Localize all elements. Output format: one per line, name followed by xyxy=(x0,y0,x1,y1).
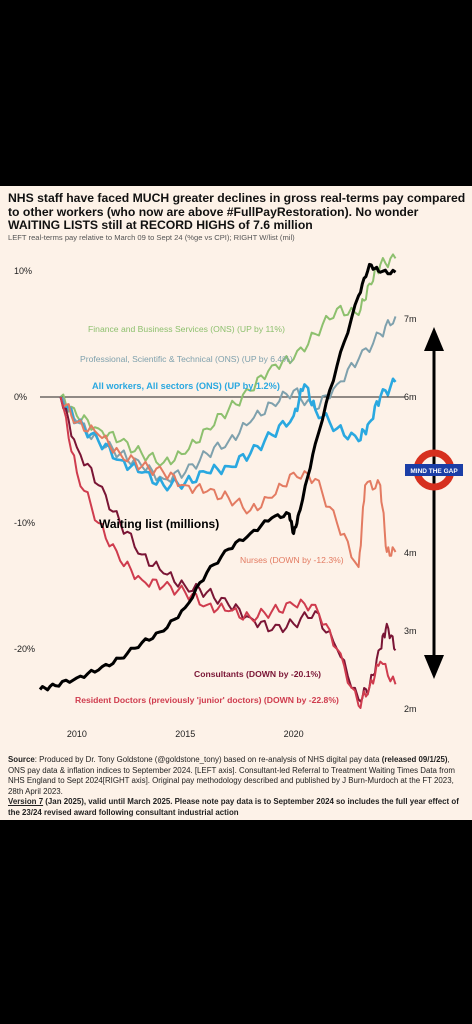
y-left-tick-label: 10% xyxy=(14,266,32,276)
release-date: (released 09/1/25) xyxy=(381,755,448,764)
gap-arrow-down-head xyxy=(424,655,444,679)
series-line-waiting xyxy=(38,262,397,692)
series-label-consultants: Consultants (DOWN by -20.1%) xyxy=(194,669,321,679)
y-right-tick-label: 4m xyxy=(404,548,417,558)
series-line-all_workers xyxy=(59,377,397,492)
source-label: Source xyxy=(8,755,35,764)
series-label-nurses: Nurses (DOWN by -12.3%) xyxy=(240,555,344,565)
version-note: (Jan 2025), valid until March 2025. Plea… xyxy=(8,797,459,817)
series-line-nurses xyxy=(59,396,397,569)
y-left-tick-label: -20% xyxy=(14,644,35,654)
mind-the-gap-roundel: MIND THE GAP xyxy=(405,449,463,491)
y-right-tick-label: 2m xyxy=(404,704,417,714)
y-left-tick-label: 0% xyxy=(14,392,27,402)
series-line-finance xyxy=(59,253,397,467)
y-left-tick-label: -10% xyxy=(14,518,35,528)
source-footer: Source: Produced by Dr. Tony Goldstone (… xyxy=(8,755,466,819)
series-label-finance: Finance and Business Services (ONS) (UP … xyxy=(88,324,285,334)
series-label-professional: Professional, Scientific & Technical (ON… xyxy=(80,354,293,364)
series-label-resident: Resident Doctors (previously 'junior' do… xyxy=(75,695,339,705)
y-right-tick-label: 7m xyxy=(404,314,417,324)
x-tick-label: 2010 xyxy=(67,729,87,739)
series-label-all_workers: All workers, All sectors (ONS) (UP by 1.… xyxy=(92,381,280,391)
series-label-waiting: Waiting list (millions) xyxy=(99,517,219,531)
y-right-tick-label: 3m xyxy=(404,626,417,636)
version-label: Version 7 xyxy=(8,797,44,807)
source-text: : Produced by Dr. Tony Goldstone (@golds… xyxy=(34,755,382,764)
series-line-resident xyxy=(59,396,397,709)
x-tick-label: 2020 xyxy=(284,729,304,739)
mind-the-gap-text: MIND THE GAP xyxy=(410,468,458,475)
x-tick-label: 2015 xyxy=(175,729,195,739)
y-right-tick-label: 6m xyxy=(404,392,417,402)
chart-title: NHS staff have faced MUCH greater declin… xyxy=(8,191,466,232)
series-line-professional xyxy=(60,316,397,483)
chart-canvas: Finance and Business Services (ONS) (UP … xyxy=(14,253,463,739)
chart-subtitle: LEFT real-terms pay relative to March 09… xyxy=(8,233,295,242)
source-rest: , ONS pay data & inflation indices to Se… xyxy=(8,755,455,796)
gap-arrow-up-head xyxy=(424,327,444,351)
